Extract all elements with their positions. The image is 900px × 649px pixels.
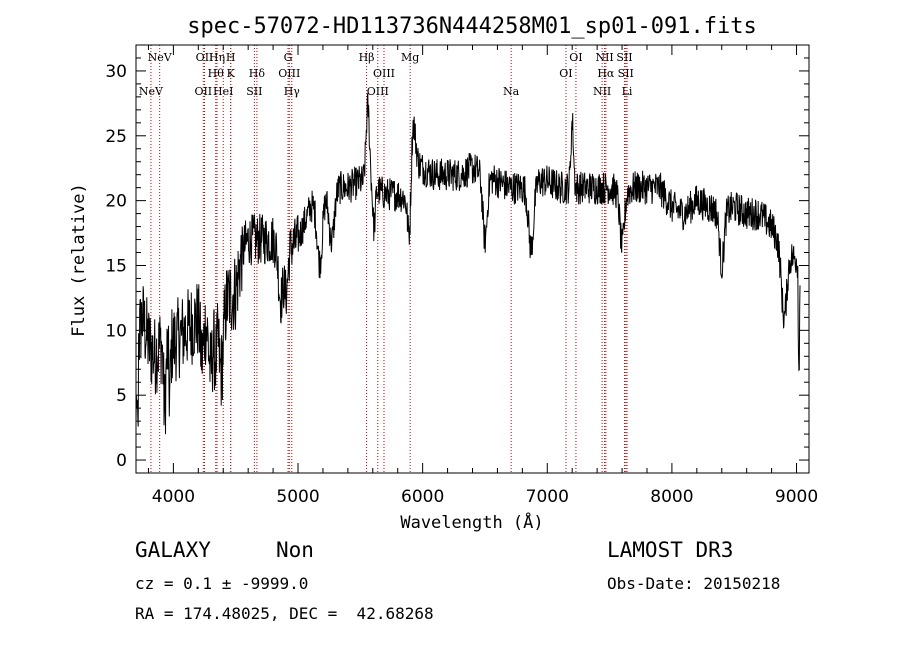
x-axis-title: Wavelength (Å) bbox=[400, 511, 543, 533]
y-tick-labels: 0 5 10 15 20 25 30 bbox=[105, 62, 127, 471]
reference-line-label: NII bbox=[595, 51, 613, 64]
subclass-label: Non bbox=[276, 538, 314, 562]
y-tick-label: 15 bbox=[105, 256, 127, 276]
y-tick-label: 0 bbox=[116, 451, 127, 471]
reference-line-label: OI bbox=[569, 51, 582, 64]
reference-line-label: Hγ bbox=[284, 85, 301, 98]
plot-frame bbox=[135, 44, 810, 474]
reference-line-label: OIII bbox=[373, 67, 395, 80]
reference-line-label: OI bbox=[559, 67, 572, 80]
reference-line-label: SII bbox=[618, 67, 634, 80]
chart-title: spec-57072-HD113736N444258M01_sp01-091.f… bbox=[187, 14, 757, 39]
reference-line-label: SII bbox=[246, 85, 262, 98]
y-tick-label: 20 bbox=[105, 192, 127, 212]
survey-label: LAMOST DR3 bbox=[607, 538, 734, 562]
x-tick-label: 6000 bbox=[401, 487, 444, 507]
x-tick-label: 7000 bbox=[526, 487, 569, 507]
x-tick-labels: 4000 5000 6000 7000 8000 9000 bbox=[152, 487, 818, 507]
y-axis-title: Flux (relative) bbox=[69, 183, 89, 337]
x-tick-label: 4000 bbox=[152, 487, 195, 507]
axis-ticks bbox=[136, 45, 809, 473]
reference-line-label: Mg bbox=[401, 51, 419, 64]
x-tick-label: 5000 bbox=[276, 487, 319, 507]
reference-line-label: G bbox=[284, 51, 293, 64]
reference-lines bbox=[150, 45, 628, 473]
reference-line-label: Hα bbox=[597, 67, 615, 80]
x-tick-label: 8000 bbox=[650, 487, 693, 507]
reference-line-label: OII bbox=[196, 51, 214, 64]
cz-text: cz = 0.1 ± -9999.0 bbox=[135, 574, 309, 593]
y-tick-label: 10 bbox=[105, 321, 127, 341]
spectrum-series bbox=[135, 93, 801, 435]
reference-line-label: Hθ bbox=[208, 67, 225, 80]
reference-line-label: Na bbox=[503, 85, 520, 98]
y-tick-label: 30 bbox=[105, 62, 127, 82]
reference-line-label: SII bbox=[616, 51, 632, 64]
reference-line-label: NeV bbox=[148, 51, 173, 64]
reference-line-label: NII bbox=[593, 85, 611, 98]
reference-line-label: Li bbox=[622, 85, 633, 98]
y-tick-label: 25 bbox=[105, 127, 127, 147]
radec-text: RA = 174.48025, DEC = 42.68268 bbox=[135, 604, 434, 623]
reference-line-label: OIII bbox=[278, 67, 300, 80]
x-tick-label: 9000 bbox=[775, 487, 818, 507]
obs-date-text: Obs-Date: 20150218 bbox=[607, 574, 781, 593]
reference-line-label: H bbox=[226, 51, 236, 64]
reference-line-labels: NeV NeV OII OII Hθ Hη HeI HK SII Hδ G OIII Hγ Hβ OIII O… bbox=[139, 51, 634, 98]
reference-line-label: OII bbox=[194, 85, 212, 98]
reference-line-label: Hβ bbox=[359, 51, 375, 64]
reference-line-label: NeV bbox=[139, 85, 164, 98]
reference-line-label: HeI bbox=[213, 85, 233, 98]
reference-line-label: Hδ bbox=[249, 67, 266, 80]
class-label: GALAXY bbox=[135, 538, 211, 562]
reference-line-label: OIII bbox=[367, 85, 389, 98]
reference-line-label: K bbox=[227, 67, 236, 80]
reference-line-label: Hη bbox=[209, 51, 225, 64]
y-tick-label: 5 bbox=[116, 386, 127, 406]
